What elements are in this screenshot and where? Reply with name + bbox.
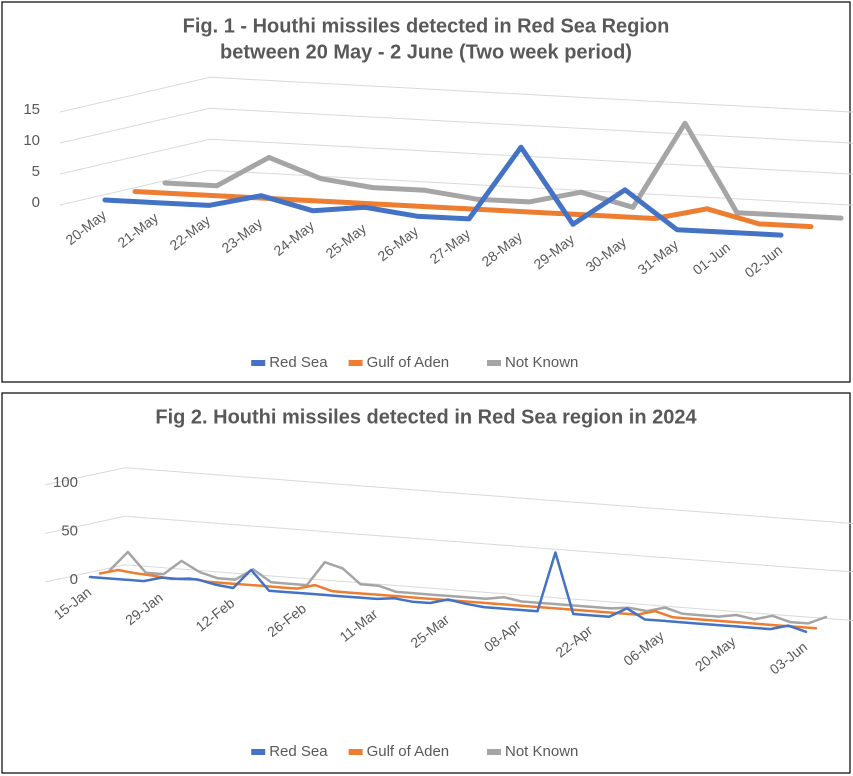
panel-border — [1, 392, 851, 774]
series-line — [102, 144, 784, 238]
grid-line — [59, 107, 853, 144]
x-tick-label: 31-May — [634, 236, 681, 277]
y-tick-label: 10 — [23, 132, 40, 149]
y-tick-label: 100 — [53, 474, 78, 491]
x-tick-label: 23-May — [218, 215, 265, 256]
series-line — [108, 550, 828, 625]
series-line — [88, 551, 808, 634]
grid-line — [44, 515, 853, 573]
x-tick-label: 30-May — [582, 234, 629, 275]
grid-line — [44, 467, 853, 525]
series-line — [162, 120, 844, 221]
grid-line — [59, 76, 853, 113]
x-tick-label: 28-May — [478, 228, 525, 269]
legend-label: Red Sea — [269, 743, 328, 760]
panel-border — [1, 1, 851, 383]
x-tick-label: 03-Jun — [767, 638, 811, 677]
x-tick-label: 27-May — [426, 226, 473, 267]
legend-label: Gulf of Aden — [367, 743, 450, 760]
x-tick-label: 20-May — [62, 207, 109, 248]
y-tick-label: 0 — [70, 571, 78, 588]
x-tick-label: 26-Feb — [264, 600, 309, 640]
grid-line — [44, 564, 853, 622]
x-tick-label: 29-May — [530, 231, 577, 272]
x-tick-label: 24-May — [270, 217, 317, 258]
grid-line — [59, 138, 853, 175]
legend-label: Not Known — [505, 743, 578, 760]
legend-label: Not Known — [505, 354, 578, 371]
x-tick-label: 08-Apr — [481, 616, 524, 655]
x-tick-label: 15-Jan — [51, 584, 95, 623]
y-tick-label: 5 — [32, 163, 40, 180]
chart-title: Fig. 1 - Houthi missiles detected in Red… — [183, 15, 670, 37]
x-tick-label: 06-May — [620, 628, 667, 669]
x-tick-label: 25-May — [322, 220, 369, 261]
x-tick-label: 22-May — [166, 212, 213, 253]
x-tick-label: 29-Jan — [122, 589, 166, 628]
x-tick-label: 20-May — [692, 633, 739, 674]
y-tick-label: 15 — [23, 101, 40, 118]
legend-label: Gulf of Aden — [367, 354, 450, 371]
x-tick-label: 01-Jun — [690, 239, 734, 278]
x-tick-label: 22-Apr — [552, 622, 595, 661]
chart-title: Fig 2. Houthi missiles detected in Red S… — [155, 406, 697, 428]
grid-line — [59, 169, 853, 206]
legend-label: Red Sea — [269, 354, 328, 371]
x-tick-label: 11-Mar — [337, 605, 381, 644]
x-tick-label: 25-Mar — [407, 611, 452, 651]
y-tick-label: 50 — [61, 522, 78, 539]
x-tick-label: 21-May — [114, 209, 161, 250]
x-tick-label: 12-Feb — [193, 595, 238, 635]
chart-title: between 20 May - 2 June (Two week period… — [220, 41, 632, 63]
x-tick-label: 26-May — [374, 223, 421, 264]
y-tick-label: 0 — [32, 194, 40, 211]
x-tick-label: 02-Jun — [742, 242, 786, 281]
